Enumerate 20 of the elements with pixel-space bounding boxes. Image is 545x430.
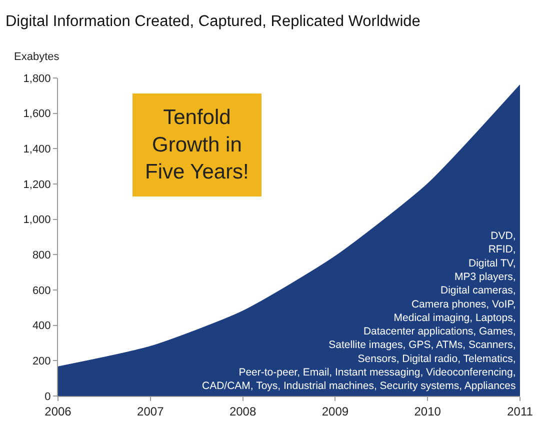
x-tick-label: 2011	[507, 404, 534, 418]
y-tick-label: 1,400	[23, 144, 51, 156]
y-tick-label: 0	[44, 390, 51, 403]
y-tick-label: 600	[32, 284, 51, 297]
chart-title: Digital Information Created, Captured, Replicated Worldwide	[5, 12, 420, 30]
y-tick-label: 800	[32, 250, 51, 262]
y-tick-label: 1,600	[23, 108, 51, 120]
y-tick-label: 1,800	[23, 72, 51, 85]
y-tick-label: 400	[32, 320, 51, 332]
x-tick-label: 2009	[322, 404, 349, 418]
annotation: Tenfold Growth in Five Years!	[145, 106, 249, 184]
y-axis-title: Exabytes	[14, 51, 60, 63]
x-tick-label: 2010	[414, 404, 442, 418]
x-tick-label: 2006	[44, 404, 72, 418]
y-tick-label: 200	[32, 356, 51, 368]
x-tick-label: 2008	[229, 404, 256, 418]
x-tick-label: 2007	[137, 404, 164, 418]
text: DVD, RFID, Digital TV, MP3 players, Digital cameras, Camera phones, VoIP, Medical imaging, Laptops, Datacenter applications, Games, Satellite images, GPS, ATMs, Scanners, Sensors, Digital radio, Telematics, Peer-to-peer, Email, Instant messaging, Videoconferencing, CAD/CAM, Toys, Industrial machines, Security systems, Appliances	[202, 230, 516, 392]
y-tick-label: 1,000	[23, 214, 51, 226]
y-tick-label: 1,200	[23, 178, 51, 191]
